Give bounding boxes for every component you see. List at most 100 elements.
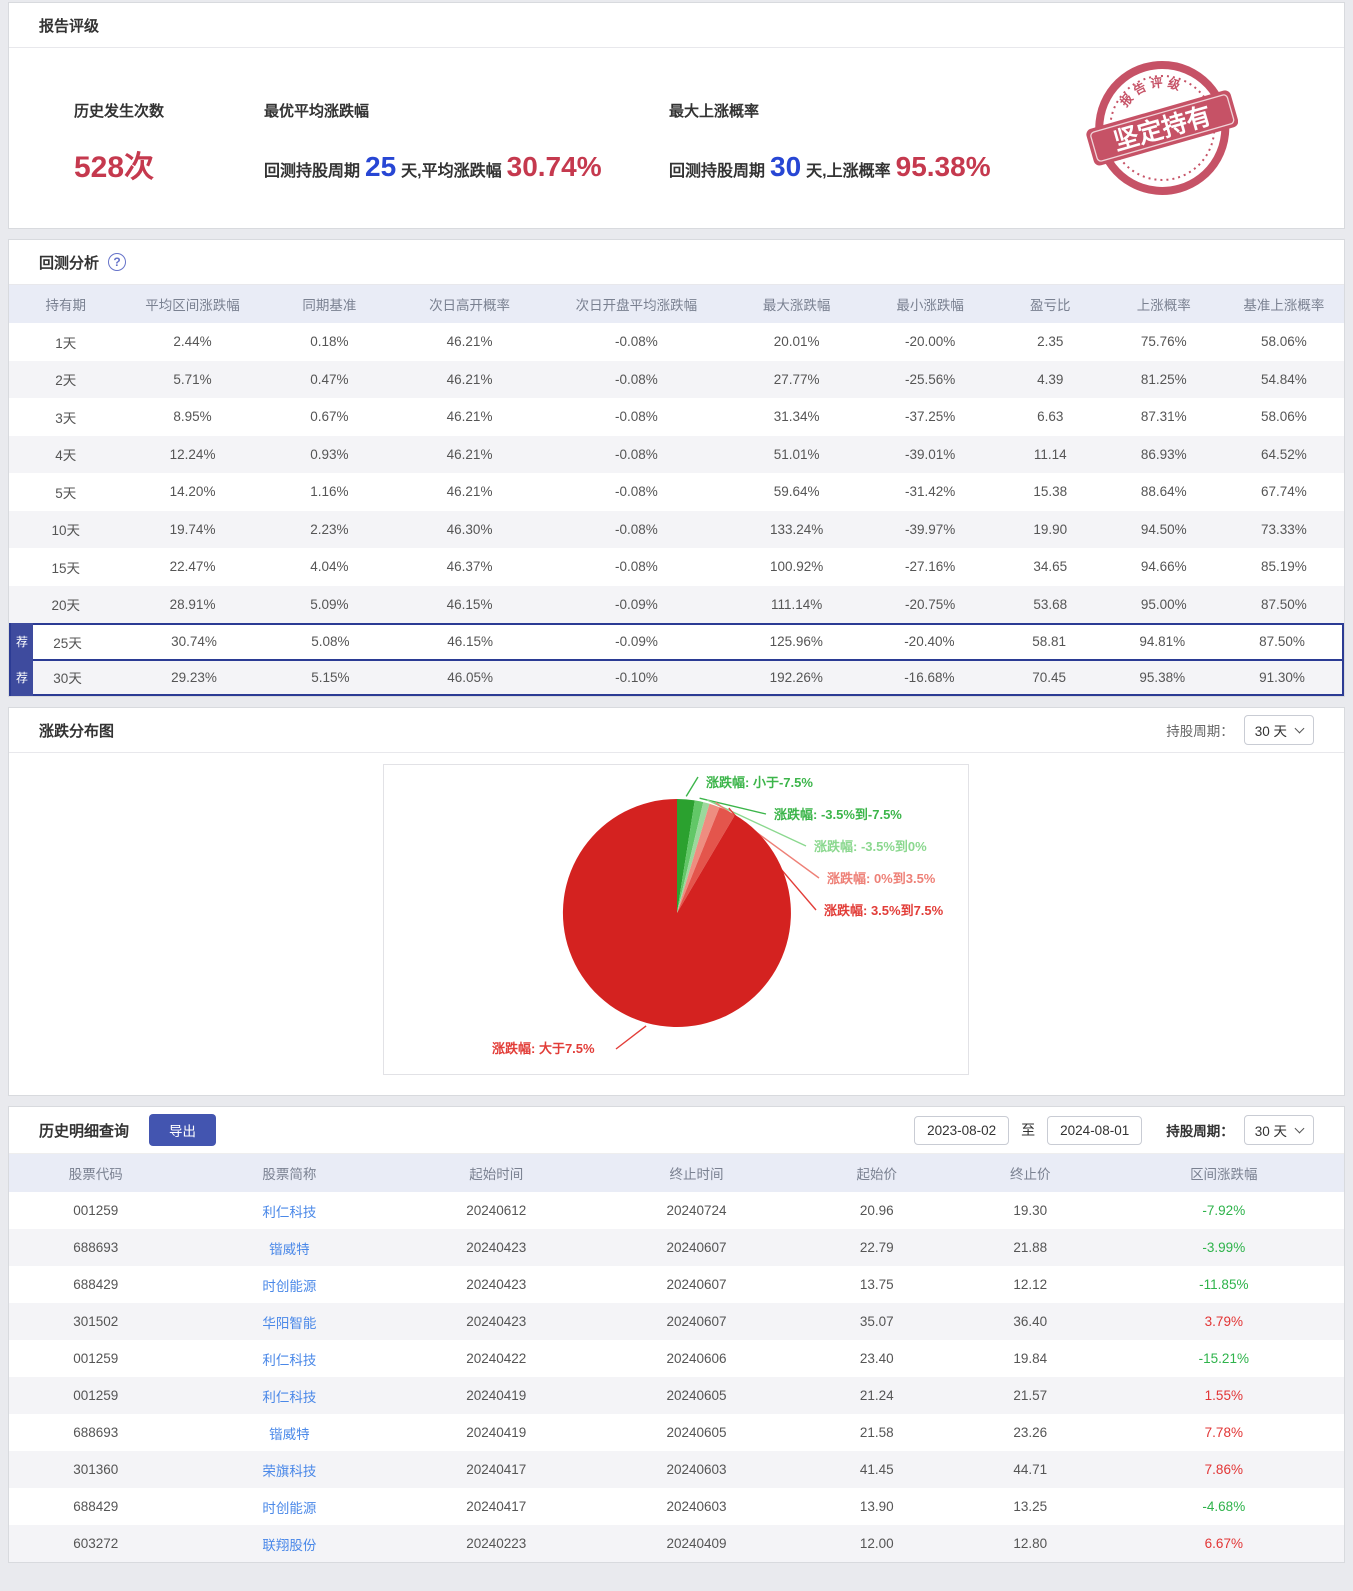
- end-price-cell: 13.25: [1013, 1499, 1048, 1514]
- stock-code-cell: 001259: [73, 1388, 119, 1403]
- table-cell: 87.31%: [1140, 409, 1187, 425]
- backtest-section: 回测分析 ? 持有期 平均区间涨跌幅 同期基准 次日高开概率 次日开盘平均涨跌幅 最大涨跌…: [8, 239, 1345, 697]
- end-date-cell: 20240724: [666, 1203, 727, 1218]
- stock-link[interactable]: 锴威特: [269, 1241, 310, 1257]
- table-cell: -0.08%: [615, 559, 658, 575]
- table-cell: 5.15%: [311, 669, 350, 685]
- stock-code-cell: 301502: [73, 1314, 119, 1329]
- stat-mid: 天,平均涨跌幅: [401, 163, 502, 180]
- pie-label-line: [699, 797, 767, 815]
- end-price-cell: 44.71: [1013, 1462, 1048, 1477]
- stock-code-cell: 603272: [73, 1536, 119, 1551]
- stock-name-cell: 锴威特: [183, 1423, 397, 1443]
- table-cell: 192.26%: [769, 669, 823, 685]
- table-cell: -0.09%: [615, 596, 658, 612]
- table-cell: 91.30%: [1259, 669, 1305, 685]
- history-row: 301502 华阳智能 20240423 20240607 35.07 36.40 3.79…: [9, 1303, 1344, 1340]
- table-cell: 46.21%: [446, 446, 493, 462]
- table-cell: 2.44%: [173, 334, 212, 350]
- change-cell: -3.99%: [1202, 1240, 1246, 1255]
- history-table-body: 001259 利仁科技 20240612 20240724 20.96 19.30 -7.9…: [9, 1192, 1344, 1562]
- table-cell: -20.00%: [904, 334, 956, 350]
- start-price-cell: 21.24: [859, 1388, 894, 1403]
- pie-chart-box: 涨跌幅: 小于-7.5% 涨跌幅: -3.5%到-7.5% 涨跌幅: -3.5%到0…: [383, 764, 969, 1075]
- table-cell: 46.30%: [446, 521, 493, 537]
- table-cell: 58.06%: [1260, 334, 1307, 350]
- table-cell: 46.15%: [446, 596, 493, 612]
- history-period-select[interactable]: 30 天: [1243, 1115, 1314, 1145]
- table-cell: 5天: [55, 485, 77, 501]
- stock-link[interactable]: 荣旗科技: [262, 1463, 317, 1479]
- table-cell: 95.00%: [1140, 596, 1187, 612]
- change-cell: -4.68%: [1202, 1499, 1246, 1514]
- chart-period-select[interactable]: 30 天: [1243, 715, 1314, 745]
- pie-slice[interactable]: [562, 799, 791, 1027]
- pie-slice[interactable]: [677, 802, 710, 913]
- stock-link[interactable]: 联翔股份: [262, 1537, 317, 1553]
- end-price-cell: 23.26: [1013, 1425, 1048, 1440]
- backtest-row: 3天 8.95% 0.67% 46.21% -0.08% 31.34% -37.25% 6.6…: [9, 398, 1344, 436]
- table-cell: 85.19%: [1260, 559, 1307, 575]
- end-date-cell: 20240606: [666, 1351, 727, 1366]
- stock-name-cell: 利仁科技: [183, 1349, 397, 1369]
- stock-link[interactable]: 利仁科技: [262, 1389, 317, 1405]
- column-header: 次日开盘平均涨跌幅: [575, 298, 698, 313]
- start-date-cell: 20240419: [466, 1425, 527, 1440]
- stock-link[interactable]: 华阳智能: [262, 1315, 317, 1331]
- date-to-input[interactable]: 2024-08-01: [1047, 1115, 1143, 1145]
- stat-max-prob-label: 最大上涨概率: [669, 103, 760, 120]
- stock-link[interactable]: 锴威特: [269, 1426, 310, 1442]
- history-row: 301360 荣旗科技 20240417 20240603 41.45 44.71 7.86…: [9, 1451, 1344, 1488]
- backtest-row: 2天 5.71% 0.47% 46.21% -0.08% 27.77% -25.56% 4.3…: [9, 360, 1344, 398]
- pie-slice[interactable]: [677, 803, 720, 913]
- date-from-input[interactable]: 2023-08-02: [914, 1115, 1010, 1145]
- stat-max-prob: 最大上涨概率 回测持股周期 30 天,上涨概率 95.38%: [669, 100, 991, 228]
- stock-link[interactable]: 时创能源: [262, 1278, 317, 1294]
- rating-stamp-graphic: 报告评级 坚定持有: [1086, 60, 1239, 195]
- change-cell: 3.79%: [1204, 1314, 1243, 1329]
- end-price-cell: 12.80: [1013, 1536, 1048, 1551]
- end-date-cell: 20240409: [666, 1536, 727, 1551]
- column-header: 持有期: [45, 298, 86, 313]
- stock-code-cell: 001259: [73, 1203, 119, 1218]
- history-row: 688693 锴威特 20240423 20240607 22.79 21.88 -3.99…: [9, 1229, 1344, 1266]
- export-button[interactable]: 导出: [149, 1114, 217, 1146]
- column-header: 起始价: [856, 1167, 897, 1182]
- table-cell: -25.56%: [904, 371, 956, 387]
- table-cell: -0.10%: [615, 669, 658, 685]
- end-date-cell: 20240603: [666, 1462, 727, 1477]
- table-cell: 0.47%: [310, 371, 349, 387]
- table-cell: -0.08%: [615, 409, 658, 425]
- backtest-title: 回测分析: [39, 254, 100, 272]
- backtest-row[interactable]: 荐 30天 29.23% 5.15% 46.05% -0.10% 192.26% -16.68…: [9, 658, 1344, 696]
- table-cell: -0.08%: [615, 446, 658, 462]
- stock-link[interactable]: 时创能源: [262, 1500, 317, 1516]
- history-title-row: 历史明细查询 导出 2023-08-02 至 2024-08-01 持股周期： …: [9, 1107, 1344, 1154]
- table-cell: 2天: [55, 373, 77, 389]
- table-cell: 15天: [51, 560, 80, 576]
- pie-slice-label: 涨跌幅: 3.5%到7.5%: [823, 903, 944, 918]
- backtest-title-row: 回测分析 ?: [9, 240, 1344, 285]
- table-cell: 30天: [53, 671, 82, 687]
- stock-link[interactable]: 利仁科技: [262, 1204, 317, 1220]
- pie-slice[interactable]: [677, 800, 704, 913]
- table-cell: 28.91%: [169, 596, 216, 612]
- pie-slice[interactable]: [677, 807, 735, 913]
- table-cell: 12.24%: [169, 446, 216, 462]
- table-cell: 27.77%: [773, 371, 820, 387]
- end-price-cell: 21.57: [1013, 1388, 1048, 1403]
- table-cell: -0.08%: [615, 521, 658, 537]
- backtest-row: 5天 14.20% 1.16% 46.21% -0.08% 59.64% -31.42% 15…: [9, 473, 1344, 511]
- help-icon[interactable]: ?: [108, 253, 127, 271]
- stock-link[interactable]: 利仁科技: [262, 1352, 317, 1368]
- backtest-row[interactable]: 荐 25天 30.74% 5.08% 46.15% -0.09% 125.96% -20.40…: [9, 623, 1344, 661]
- stock-name-cell: 荣旗科技: [183, 1460, 397, 1480]
- column-header: 最大涨跌幅: [762, 298, 831, 313]
- pie-slice[interactable]: [677, 799, 695, 913]
- table-cell: 46.21%: [446, 409, 493, 425]
- pie-label-line: [615, 1025, 647, 1050]
- stat-best-gain-value: 回测持股周期 25 天,平均涨跌幅 30.74%: [264, 153, 669, 181]
- column-header: 股票代码: [68, 1167, 123, 1182]
- start-price-cell: 22.79: [859, 1240, 894, 1255]
